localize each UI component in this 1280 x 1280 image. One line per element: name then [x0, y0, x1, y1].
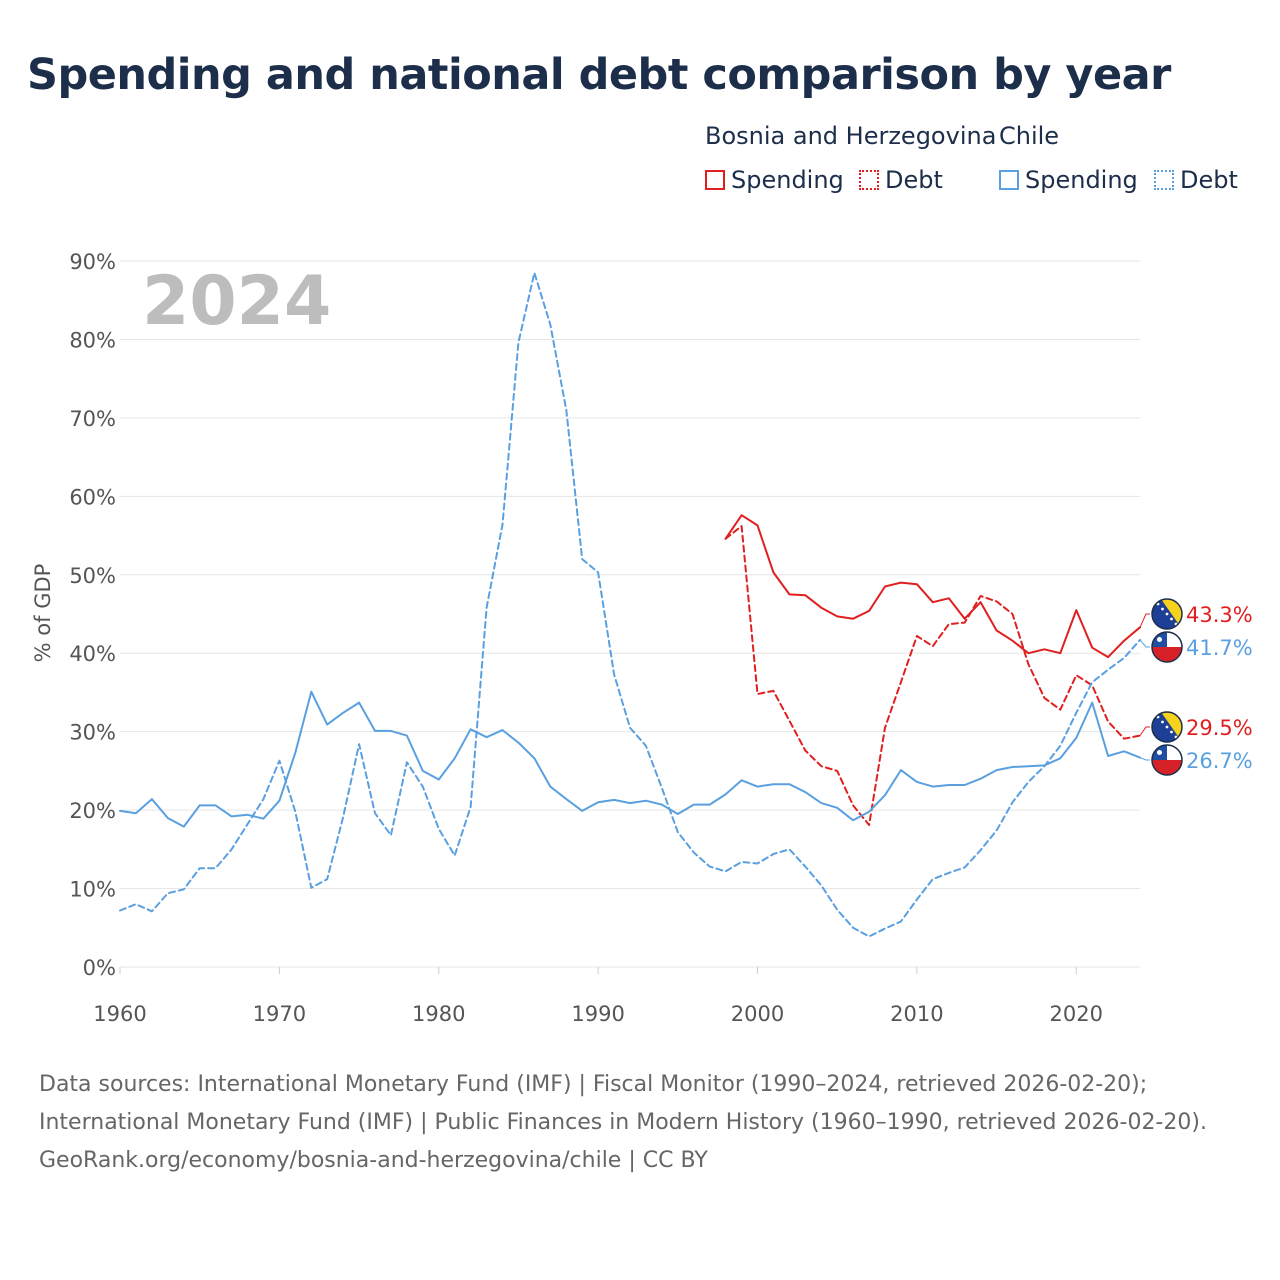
y-tick-label: 20%	[69, 799, 116, 823]
y-tick-label: 60%	[69, 485, 116, 509]
leader-line	[1139, 613, 1150, 628]
data-sources: Data sources: International Monetary Fun…	[39, 1072, 1207, 1135]
chart-title: Spending and national debt comparison by…	[27, 50, 1171, 100]
footer: Data sources: International Monetary Fun…	[39, 1066, 1239, 1180]
series-line-bosnia-and-herzegovina-debt[interactable]	[724, 525, 1141, 826]
x-tick-label: 1990	[571, 1002, 624, 1026]
leader-line	[1139, 757, 1150, 761]
x-tick-label: 1980	[412, 1002, 465, 1026]
series-line-chile-debt[interactable]	[119, 271, 1141, 938]
legend-item-label: Spending	[1025, 166, 1138, 194]
leader-line	[1139, 639, 1150, 648]
series-end-labels: 43.3% 29.5% 26.7% 41.7%	[1139, 598, 1253, 776]
dotted-line-swatch-icon	[1154, 170, 1174, 190]
legend-item-label: Spending	[731, 166, 844, 194]
chile-flag-icon	[1151, 744, 1183, 776]
x-tick-label: 2010	[890, 1002, 943, 1026]
series-line-chile-spending[interactable]	[119, 690, 1141, 828]
legend-item-bosnia-debt[interactable]: Debt	[859, 166, 943, 194]
y-tick-label: 0%	[83, 956, 116, 980]
end-value-label: 29.5%	[1186, 716, 1253, 740]
y-axis: 0% 10% 20% 30% 40% 50% 60% 70% 80% 90%	[69, 250, 116, 980]
end-value-label: 43.3%	[1186, 603, 1253, 627]
y-tick-label: 10%	[69, 878, 116, 902]
leader-line	[1139, 726, 1150, 736]
bosnia-flag-icon	[1151, 598, 1183, 630]
end-value-label: 41.7%	[1186, 636, 1253, 660]
y-tick-label: 70%	[69, 407, 116, 431]
chile-flag-icon	[1151, 631, 1183, 663]
y-tick-label: 30%	[69, 721, 116, 745]
end-label-group: 26.7%	[1139, 744, 1253, 776]
y-tick-label: 40%	[69, 642, 116, 666]
attribution-link[interactable]: GeoRank.org/economy/bosnia-and-herzegovi…	[39, 1148, 708, 1173]
gridlines	[120, 260, 1140, 968]
y-tick-label: 50%	[69, 564, 116, 588]
end-value-label: 26.7%	[1186, 749, 1253, 773]
legend-item-chile-spending[interactable]: Spending	[999, 166, 1138, 194]
x-tick-label: 2020	[1050, 1002, 1103, 1026]
x-tick-label: 1970	[253, 1002, 306, 1026]
end-label-group: 29.5%	[1139, 711, 1253, 743]
solid-line-swatch-icon	[999, 170, 1019, 190]
legend-item-chile-debt[interactable]: Debt	[1154, 166, 1238, 194]
dotted-line-swatch-icon	[859, 170, 879, 190]
legend-item-label: Debt	[885, 166, 943, 194]
legend-group-bosnia: Bosnia and Herzegovina	[705, 122, 997, 150]
end-label-group: 43.3%	[1139, 598, 1253, 630]
x-tick-label: 1960	[93, 1002, 146, 1026]
y-axis-title: % of GDP	[31, 564, 55, 663]
series-lines	[119, 271, 1141, 938]
x-tick-label: 2000	[731, 1002, 784, 1026]
line-chart: 2024 0%10%20%30%40%50%60%70%80%90% 1960 1…	[31, 250, 1253, 1026]
solid-line-swatch-icon	[705, 170, 725, 190]
legend-item-label: Debt	[1180, 166, 1238, 194]
year-label: 2024	[142, 262, 331, 341]
y-tick-label: 90%	[69, 250, 116, 274]
x-axis: 1960 1970 1980 1990 2000 2010 2020	[93, 967, 1103, 1026]
legend-item-bosnia-spending[interactable]: Spending	[705, 166, 844, 194]
bosnia-flag-icon	[1151, 711, 1183, 743]
end-label-group: 41.7%	[1139, 631, 1253, 663]
legend-group-chile: Chile	[999, 122, 1060, 150]
series-line-bosnia-and-herzegovina-spending[interactable]	[724, 514, 1141, 659]
y-tick-label: 80%	[69, 328, 116, 352]
